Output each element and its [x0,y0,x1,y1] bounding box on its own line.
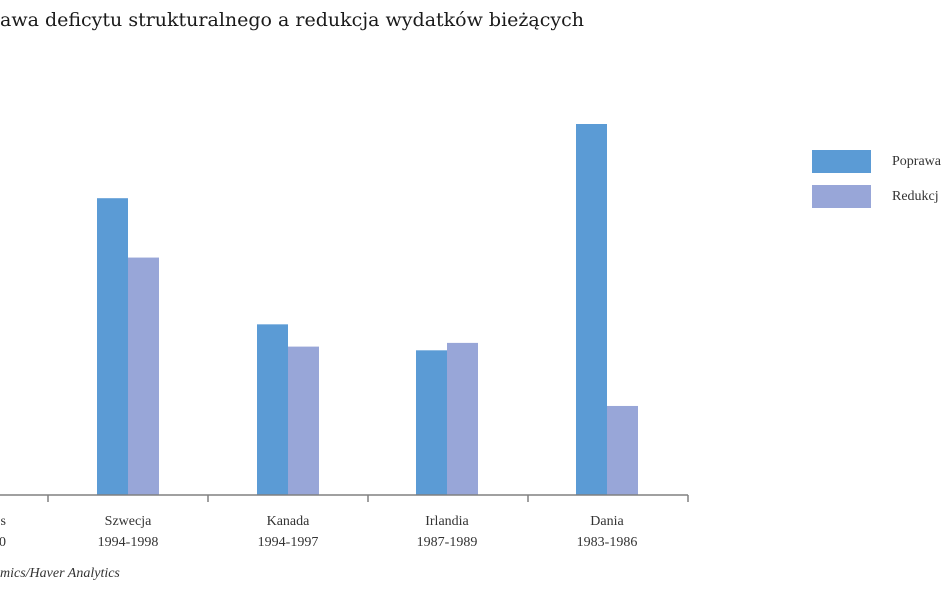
x-tick-labels: s 0 Szwecja 1994-1998 Kanada 1994-1997 Irlandi… [0,514,637,550]
x-tick-label-name: Szwecja [105,514,152,529]
x-tick-label-name: Kanada [267,514,311,529]
x-tick-label-years: 1987-1989 [417,535,478,550]
x-tick-label-years: 0 [0,535,6,550]
legend-swatch-redukcja [812,185,871,208]
x-tick-label-name: Irlandia [425,514,469,529]
x-axis [0,494,689,502]
x-tick-label-years: 1994-1997 [258,535,319,550]
chart-title: awa deficytu strukturalnego a redukcja w… [0,9,584,31]
legend-label-redukcja: Redukcj [892,189,939,204]
x-tick-label-name: s [1,514,6,529]
source-note: mics/Haver Analytics [0,566,120,581]
legend-label-poprawa: Poprawa [892,154,942,169]
x-tick-label-name: Dania [590,514,624,529]
legend: Poprawa Redukcj [812,150,942,208]
bar-poprawa-1 [97,198,128,495]
bar-poprawa-2 [257,324,288,495]
bars-group [97,124,638,495]
bar-redukcja-3 [447,342,478,495]
bar-poprawa-4 [576,124,607,495]
bar-poprawa-3 [416,350,447,495]
x-tick-label-years: 1983-1986 [577,535,638,550]
bar-redukcja-2 [288,346,319,495]
bar-redukcja-1 [128,257,159,495]
x-tick-label-years: 1994-1998 [98,535,159,550]
legend-swatch-poprawa [812,150,871,173]
bar-redukcja-4 [607,405,638,495]
